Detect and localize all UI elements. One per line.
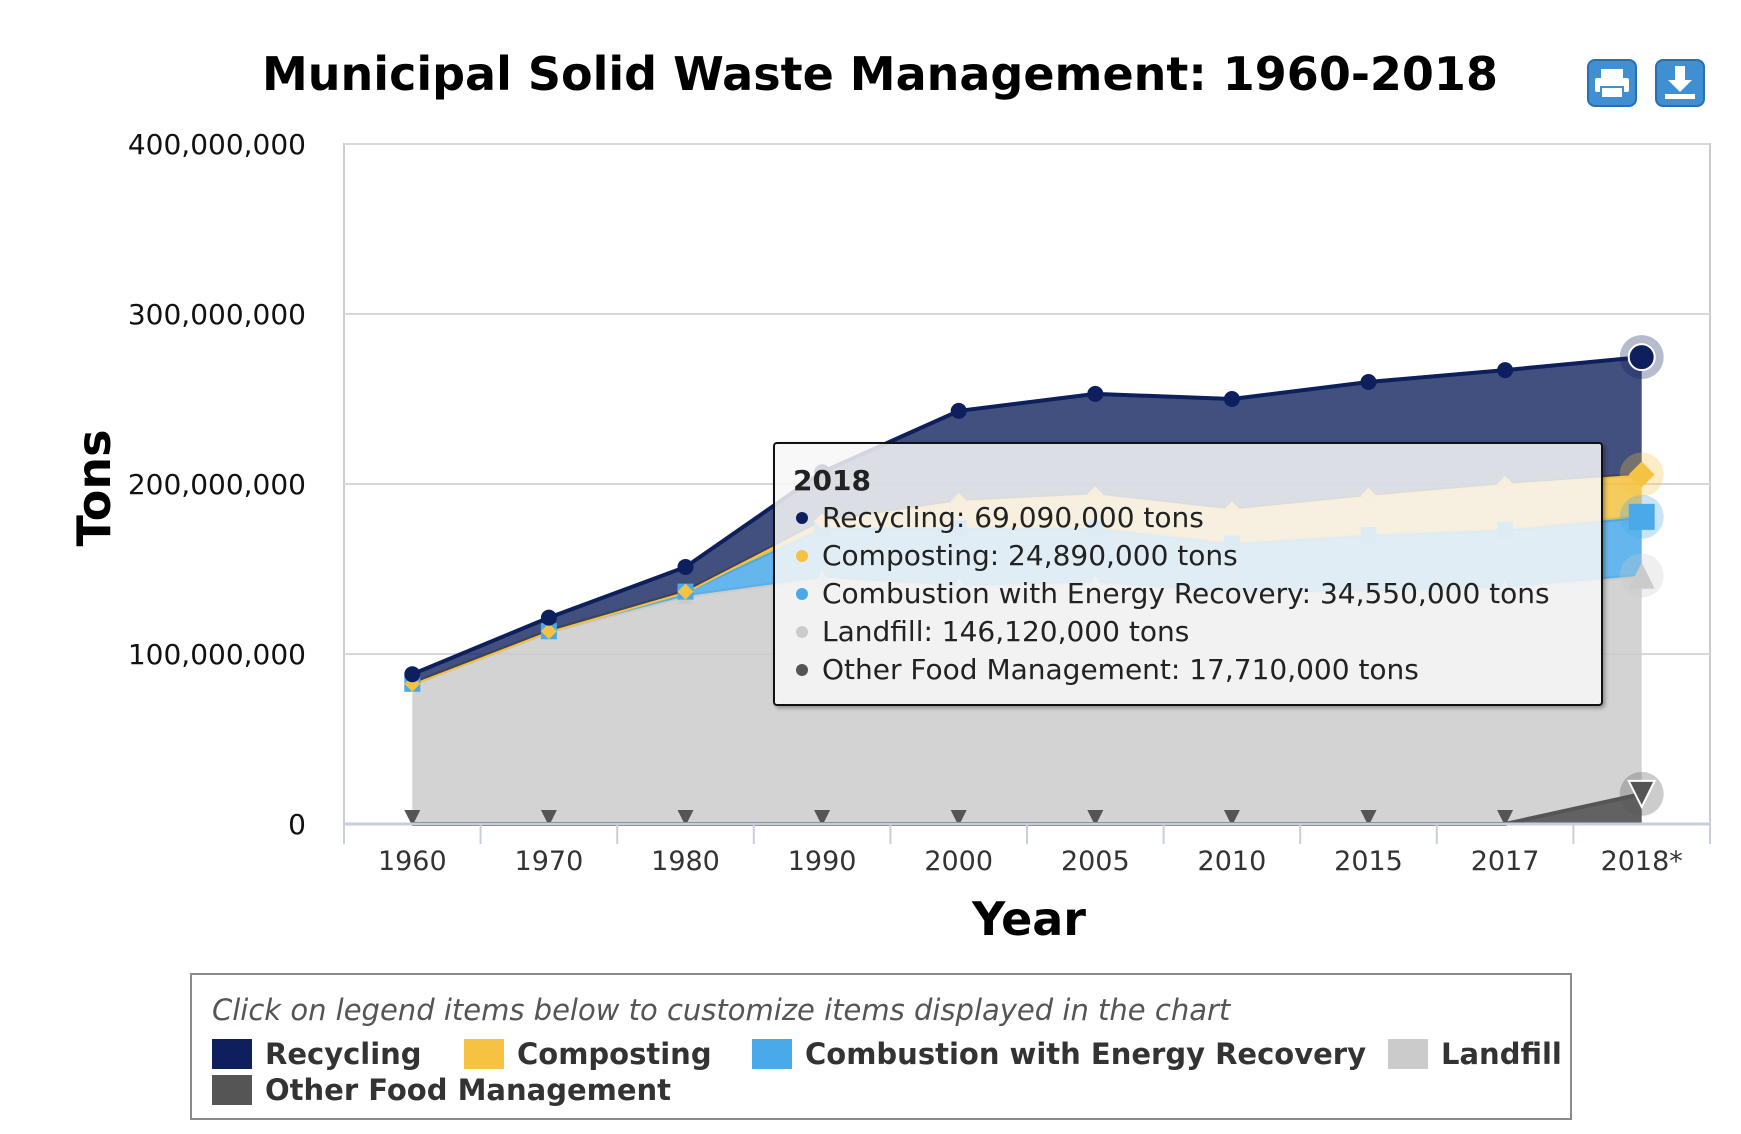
x-tick-label: 1990 xyxy=(788,846,857,877)
legend-item-landfill[interactable]: Landfill xyxy=(1388,1037,1562,1071)
tooltip-row-text: Combustion with Energy Recovery: 34,550,… xyxy=(822,577,1550,610)
tooltip-row: Recycling: 69,090,000 tons xyxy=(793,499,1583,537)
series-dot xyxy=(796,587,808,600)
x-tick-label: 2017 xyxy=(1471,846,1540,877)
legend-label: Landfill xyxy=(1441,1037,1562,1071)
tooltip-row-text: Composting: 24,890,000 tons xyxy=(822,539,1238,572)
data-point xyxy=(677,810,694,826)
series-dot xyxy=(796,511,808,524)
y-axis-title: Tons xyxy=(67,430,121,547)
tooltip-row: Composting: 24,890,000 tons xyxy=(793,537,1583,575)
data-point xyxy=(540,623,557,640)
chart-title: Municipal Solid Waste Management: 1960-2… xyxy=(262,47,1498,101)
data-point xyxy=(1223,810,1240,826)
data-point xyxy=(1360,374,1377,390)
legend-swatch xyxy=(212,1039,252,1069)
data-point xyxy=(540,810,557,826)
x-tick-label: 2005 xyxy=(1061,846,1130,877)
x-tick-label: 2015 xyxy=(1334,846,1403,877)
x-tick-label: 2000 xyxy=(924,846,993,877)
legend: Click on legend items below to customize… xyxy=(190,973,1572,1120)
data-point xyxy=(677,558,694,575)
y-tick-label: 200,000,000 xyxy=(128,468,306,501)
x-tick-label: 1960 xyxy=(378,846,447,877)
legend-swatch xyxy=(752,1039,792,1069)
data-point xyxy=(1627,343,1656,372)
tooltip: 2018 Recycling: 69,090,000 tons Composti… xyxy=(773,442,1603,706)
series-dot xyxy=(796,625,808,638)
data-point xyxy=(814,810,831,826)
data-point xyxy=(950,402,967,419)
data-point xyxy=(540,609,557,626)
data-point xyxy=(1360,810,1377,826)
legend-swatch xyxy=(464,1039,504,1069)
tooltip-header: 2018 xyxy=(793,464,871,497)
series-dot xyxy=(796,549,808,562)
x-axis-title: Year xyxy=(971,892,1086,946)
series-line xyxy=(411,355,1642,677)
data-point xyxy=(1087,385,1104,402)
y-axis: 0 100,000,000 200,000,000 300,000,000 400,00… xyxy=(128,128,306,841)
legend-swatch xyxy=(212,1075,252,1105)
legend-item-composting[interactable]: Composting xyxy=(464,1037,712,1071)
data-point xyxy=(404,666,421,683)
tooltip-row-text: Landfill: 146,120,000 tons xyxy=(822,615,1190,648)
y-tick-label: 300,000,000 xyxy=(128,298,306,331)
x-tick-label: 2018* xyxy=(1601,846,1683,877)
y-tick-label: 400,000,000 xyxy=(128,128,306,161)
legend-title: Click on legend items below to customize… xyxy=(212,993,1231,1027)
data-point xyxy=(404,810,421,826)
area-recycling xyxy=(412,357,1642,684)
legend-item-recycling[interactable]: Recycling xyxy=(212,1037,422,1071)
download-icon xyxy=(1665,66,1695,99)
legend-label: Recycling xyxy=(265,1037,422,1071)
print-button[interactable] xyxy=(1587,59,1637,107)
tooltip-row: Combustion with Energy Recovery: 34,550,… xyxy=(793,575,1583,613)
tooltip-row-text: Other Food Management: 17,710,000 tons xyxy=(822,653,1419,686)
legend-swatch xyxy=(1388,1039,1428,1069)
x-tick-label: 1980 xyxy=(651,846,720,877)
data-point xyxy=(677,583,694,600)
data-point xyxy=(1628,461,1655,488)
download-button[interactable] xyxy=(1655,59,1705,107)
x-tick-label: 1970 xyxy=(515,846,584,877)
legend-label: Composting xyxy=(517,1037,712,1071)
legend-label: Other Food Management xyxy=(265,1073,672,1107)
tooltip-row-text: Recycling: 69,090,000 tons xyxy=(822,501,1204,534)
tooltip-row: Other Food Management: 17,710,000 tons xyxy=(793,651,1583,689)
y-tick-label: 0 xyxy=(288,808,306,841)
x-tick-label: 2010 xyxy=(1198,846,1267,877)
data-point xyxy=(1087,810,1104,826)
print-icon xyxy=(1595,69,1629,99)
data-point xyxy=(950,810,967,826)
series-dot xyxy=(796,663,808,676)
data-point xyxy=(1627,779,1657,810)
data-point xyxy=(1497,810,1514,826)
data-point xyxy=(1628,562,1655,589)
legend-label: Combustion with Energy Recovery xyxy=(805,1037,1366,1071)
legend-item-other-food-management[interactable]: Other Food Management xyxy=(212,1073,671,1107)
y-tick-label: 100,000,000 xyxy=(128,638,306,671)
data-point xyxy=(1223,391,1240,407)
data-point xyxy=(1497,362,1514,379)
legend-item-combustion[interactable]: Combustion with Energy Recovery xyxy=(752,1037,1366,1071)
tooltip-row: Landfill: 146,120,000 tons xyxy=(793,613,1583,651)
data-point xyxy=(1628,503,1655,530)
x-axis: 1960 1970 1980 1990 2000 2005 2010 2015 2017 2018… xyxy=(343,822,1711,877)
